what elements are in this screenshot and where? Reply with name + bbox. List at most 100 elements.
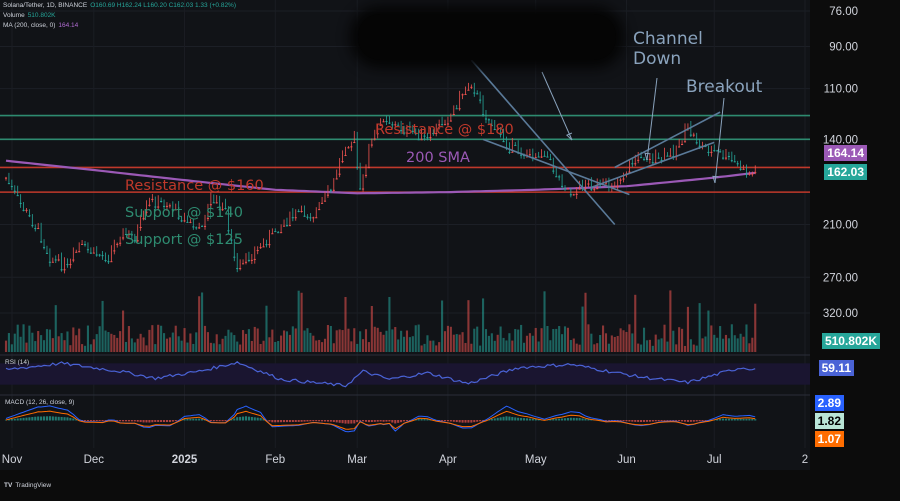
candle-body	[306, 216, 309, 218]
volume-bar	[285, 331, 289, 352]
candle-body	[72, 259, 75, 261]
volume-bar	[423, 343, 426, 352]
macd-histogram-bar	[57, 416, 60, 421]
macd-histogram-bar	[250, 416, 253, 421]
volume-bar	[40, 335, 43, 352]
arrow-line	[714, 97, 725, 184]
macd-histogram-bar	[675, 420, 678, 421]
candle-body	[356, 167, 359, 169]
candle-body	[95, 254, 98, 256]
macd-histogram-bar	[224, 420, 227, 422]
candle-body	[329, 189, 332, 191]
volume-bar	[353, 328, 356, 352]
macd-histogram-bar	[198, 418, 201, 421]
volume-bar	[22, 324, 25, 352]
candle-body	[119, 242, 122, 244]
candle-body	[198, 227, 201, 229]
volume-bar	[201, 292, 204, 352]
candle-body	[81, 243, 84, 245]
macd-histogram-bar	[555, 418, 558, 421]
volume-bar	[397, 339, 400, 352]
macd-histogram-bar	[549, 419, 552, 421]
macd-histogram-bar	[692, 420, 695, 422]
macd-histogram-bar	[116, 420, 119, 421]
volume-bar	[446, 325, 449, 352]
macd-histogram-bar	[122, 420, 125, 422]
volume-bar	[660, 338, 663, 352]
candle-body	[37, 228, 40, 230]
volume-bar	[157, 324, 160, 352]
candle-body	[209, 204, 212, 206]
volume-bar	[66, 331, 69, 352]
volume-bar	[537, 341, 540, 352]
macd-histogram-bar	[742, 418, 745, 421]
candle-body	[162, 205, 166, 207]
volume-bar	[362, 339, 365, 352]
macd-histogram-bar	[745, 418, 748, 421]
volume-bar	[382, 334, 385, 352]
macd-histogram-bar	[367, 420, 370, 423]
volume-bar	[514, 329, 517, 352]
candle-body	[698, 145, 701, 147]
volume-bar	[83, 345, 87, 352]
candle-body	[127, 234, 130, 236]
volume-bar	[209, 342, 212, 352]
macd-histogram-bar	[563, 418, 567, 421]
volume-bar	[124, 341, 128, 352]
candle-body	[218, 209, 221, 211]
candle-body	[546, 156, 549, 158]
x-tick-label: Nov	[2, 454, 23, 466]
volume-bar	[572, 338, 575, 352]
macd-histogram-bar	[681, 420, 684, 422]
candle-body	[727, 155, 730, 157]
x-tick-label: 2	[802, 454, 808, 466]
volume-bar	[75, 335, 78, 352]
macd-histogram-bar	[364, 420, 368, 422]
channel-line	[591, 141, 715, 189]
candle-body	[458, 108, 461, 110]
macd-histogram-bar	[642, 420, 646, 422]
macd-histogram-bar	[54, 416, 57, 421]
candle-body	[86, 249, 90, 251]
macd-histogram-bar	[329, 420, 332, 422]
volume-bar	[230, 332, 233, 352]
macd-histogram-bar	[165, 420, 169, 423]
macd-histogram-bar	[189, 418, 192, 421]
volume-bar	[596, 343, 599, 352]
candle-body	[692, 134, 695, 136]
candle-body	[590, 189, 593, 191]
volume-bar	[92, 339, 95, 352]
candle-body	[42, 247, 46, 249]
rsi-line	[5, 361, 756, 388]
annotations: Resistance @ $180 200 SMA Resistance @ $16…	[125, 29, 763, 248]
x-tick-label: Apr	[439, 454, 457, 466]
volume-bar	[683, 345, 687, 352]
volume-bar	[520, 324, 523, 352]
macd-histogram-bar	[721, 418, 725, 421]
volume-bar	[645, 340, 649, 352]
volume-bar	[754, 303, 757, 352]
macd-histogram-bar	[31, 417, 34, 421]
macd-histogram-bar	[256, 417, 259, 421]
candle-body	[31, 225, 34, 227]
volume-bar	[48, 329, 51, 352]
volume-bar	[177, 336, 180, 352]
candle-body	[604, 182, 608, 184]
candles	[4, 82, 757, 274]
macd-histogram-bar	[148, 420, 151, 423]
volume-bar	[54, 305, 57, 352]
volume-bar	[681, 328, 684, 352]
candle-body	[508, 151, 511, 153]
volume-bar	[599, 335, 602, 352]
y-tick-label: 110.00	[824, 84, 858, 96]
y-axis: 320.00 270.00 210.00 140.00 110.00 90.00 76.00	[823, 6, 858, 320]
volume-bar	[34, 341, 37, 352]
candle-body	[195, 227, 198, 229]
macd-histogram-bar	[300, 420, 303, 422]
candle-body	[379, 124, 382, 126]
volume-bar	[168, 337, 171, 352]
volume-bar	[335, 330, 338, 352]
volume-bar	[695, 345, 698, 352]
candle-body	[116, 243, 119, 245]
macd-histogram-bar	[379, 420, 382, 422]
